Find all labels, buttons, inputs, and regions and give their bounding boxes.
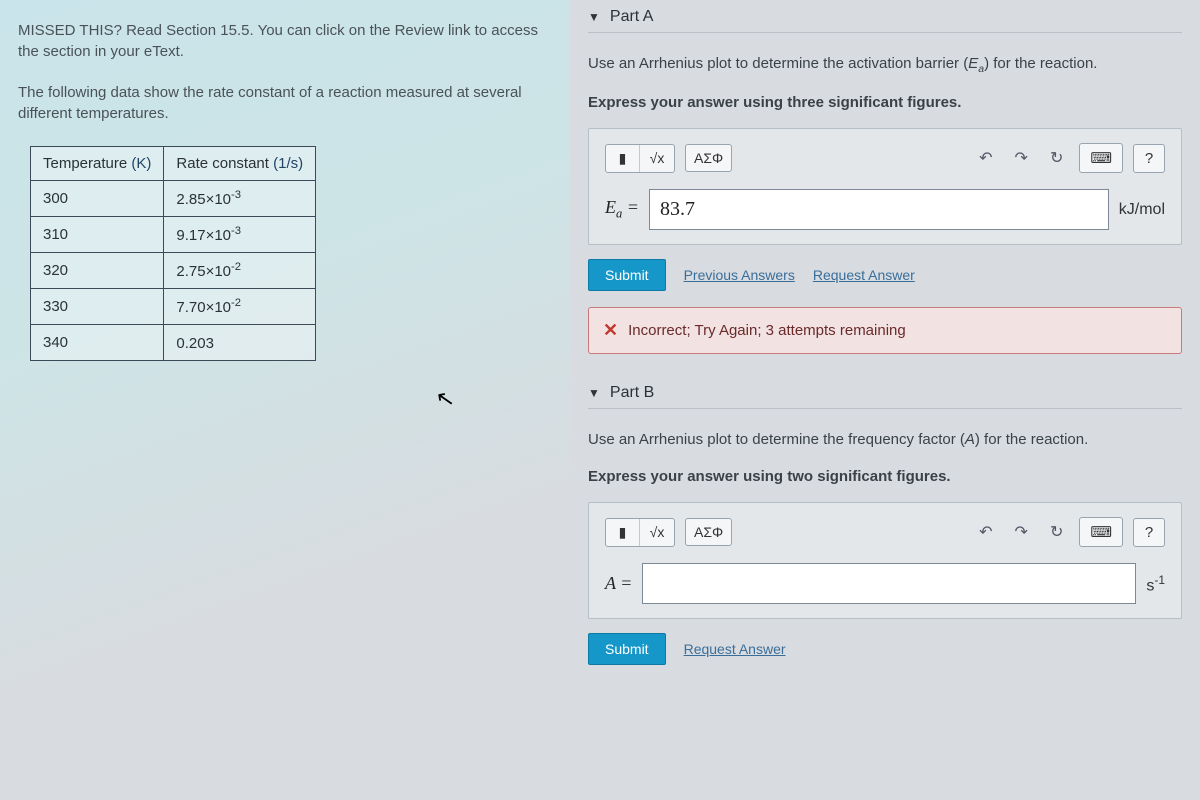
sqrt-button[interactable]: √x xyxy=(640,519,674,546)
x-icon: ✕ xyxy=(603,320,618,341)
var-label-a: A = xyxy=(605,573,632,594)
part-a-instruction: Express your answer using three signific… xyxy=(588,92,1182,115)
toolbar-a: ▮ √x ΑΣΦ ↶ ↷ ↻ ⌨ ? xyxy=(605,143,1165,173)
redo-icon[interactable]: ↷ xyxy=(1009,518,1034,546)
help-button[interactable]: ? xyxy=(1133,518,1165,547)
toolbar-b: ▮ √x ΑΣΦ ↶ ↷ ↻ ⌨ ? xyxy=(605,517,1165,547)
table-row: 330 7.70×10-2 xyxy=(31,289,316,325)
part-b-instruction: Express your answer using two significan… xyxy=(588,466,1182,489)
undo-icon[interactable]: ↶ xyxy=(973,144,998,172)
part-b-title: Part B xyxy=(610,384,654,402)
undo-icon[interactable]: ↶ xyxy=(973,518,998,546)
table-row: 310 9.17×10-3 xyxy=(31,217,316,253)
format-button[interactable]: ▮ xyxy=(606,519,640,546)
part-b-prompt: Use an Arrhenius plot to determine the f… xyxy=(588,429,1182,452)
col-header-temp: Temperature (K) xyxy=(31,147,164,181)
request-answer-link-b[interactable]: Request Answer xyxy=(684,641,786,657)
part-a-title: Part A xyxy=(610,8,654,26)
caret-down-icon: ▼ xyxy=(588,10,600,24)
table-row: 340 0.203 xyxy=(31,325,316,361)
answer-input-b[interactable] xyxy=(642,563,1136,604)
missed-this-note: MISSED THIS? Read Section 15.5. You can … xyxy=(18,20,552,62)
reset-icon[interactable]: ↻ xyxy=(1044,144,1069,172)
part-b-header[interactable]: ▼ Part B xyxy=(588,384,1182,409)
keyboard-button[interactable]: ⌨ xyxy=(1079,143,1123,173)
request-answer-link-a[interactable]: Request Answer xyxy=(813,267,915,283)
table-row: 300 2.85×10-3 xyxy=(31,181,316,217)
answer-block-b: ▮ √x ΑΣΦ ↶ ↷ ↻ ⌨ ? A = s xyxy=(588,502,1182,619)
help-button[interactable]: ? xyxy=(1133,144,1165,173)
previous-answers-link[interactable]: Previous Answers xyxy=(684,267,795,283)
answer-input-a[interactable] xyxy=(649,189,1109,230)
sqrt-button[interactable]: √x xyxy=(640,145,674,172)
data-table: Temperature (K) Rate constant (1/s) 300 … xyxy=(30,146,316,361)
submit-button-b[interactable]: Submit xyxy=(588,633,666,665)
submit-button-a[interactable]: Submit xyxy=(588,259,666,291)
part-a-prompt: Use an Arrhenius plot to determine the a… xyxy=(588,53,1182,78)
greek-button[interactable]: ΑΣΦ xyxy=(686,145,731,171)
cursor-icon: ↖ xyxy=(434,385,457,414)
part-a-header[interactable]: ▼ Part A xyxy=(588,8,1182,33)
redo-icon[interactable]: ↷ xyxy=(1009,144,1034,172)
greek-button[interactable]: ΑΣΦ xyxy=(686,519,731,545)
feedback-box: ✕ Incorrect; Try Again; 3 attempts remai… xyxy=(588,307,1182,354)
var-label-ea: Ea = xyxy=(605,197,639,222)
unit-label-a: kJ/mol xyxy=(1119,201,1165,219)
reset-icon[interactable]: ↻ xyxy=(1044,518,1069,546)
intro-text: The following data show the rate constan… xyxy=(18,82,552,124)
col-header-rate: Rate constant (1/s) xyxy=(164,147,316,181)
format-button[interactable]: ▮ xyxy=(606,145,640,172)
table-row: 320 2.75×10-2 xyxy=(31,253,316,289)
unit-label-b: s-1 xyxy=(1146,573,1165,595)
answer-block-a: ▮ √x ΑΣΦ ↶ ↷ ↻ ⌨ ? Ea = kJ/mol xyxy=(588,128,1182,245)
keyboard-button[interactable]: ⌨ xyxy=(1079,517,1123,547)
feedback-text: Incorrect; Try Again; 3 attempts remaini… xyxy=(628,322,906,339)
caret-down-icon: ▼ xyxy=(588,386,600,400)
